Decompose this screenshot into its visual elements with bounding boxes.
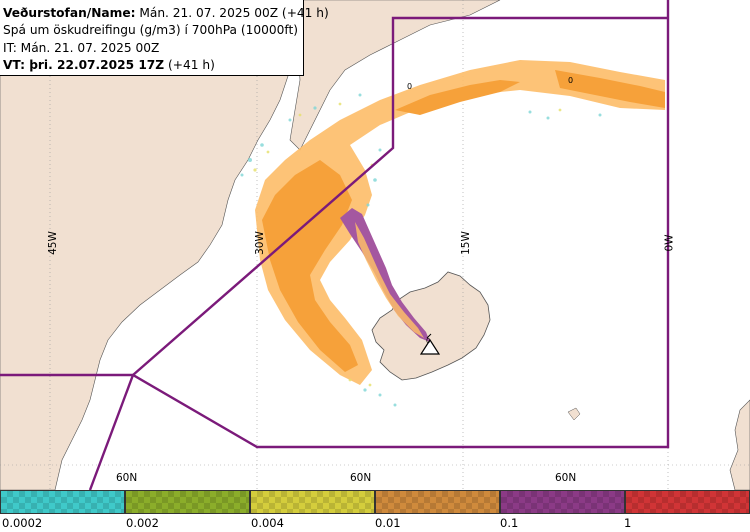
legend-tick-label: 0.1 [500,516,519,530]
legend-tick-label: 0.01 [375,516,401,530]
longitude-label-45w: 45W [46,231,59,255]
contour-label: 0 [426,337,431,345]
legend-swatch [125,490,250,514]
header-issue-time: Mán. 21. 07. 2025 00Z (+41 h) [139,6,329,20]
longitude-label-15w: 15W [459,231,472,255]
latitude-label-60n-east: 60N [555,472,577,484]
ash-plume-mid [262,70,665,372]
ash-fringe-yellow [253,102,562,387]
legend-color-bar [0,490,750,516]
header-line-1: Veðurstofan/Name: Mán. 21. 07. 2025 00Z … [3,5,329,22]
legend-tick-label: 0.002 [126,516,159,530]
header-line-4: VT: þri. 22.07.2025 17Z (+41 h) [3,57,303,74]
legend-tick-label: 0.004 [251,516,284,530]
volcano-triangle-icon [419,333,441,355]
header-valid-time: VT: þri. 22.07.2025 17Z [3,57,165,72]
map-canvas [0,0,750,490]
header-initial-time: IT: Mán. 21. 07. 2025 00Z [3,40,160,55]
greenland-landmass [0,0,321,490]
header-lead-time: (+41 h) [168,57,215,72]
longitude-label-30w: 30W [253,231,266,255]
legend-tick-label: 1 [624,516,632,530]
header-issuer-label: Veðurstofan/Name: [3,6,136,20]
legend-swatch [500,490,625,514]
longitude-label-0w: 0W [663,234,676,252]
contour-label: 0 [407,82,413,91]
ash-fringe-speckles [240,93,602,407]
legend-swatch [375,490,500,514]
legend-swatch [625,490,750,514]
faroe-islands [567,407,581,421]
legend-tick-label: 0.0002 [2,516,43,530]
norway-coast [729,399,750,490]
forecast-info-box: Veðurstofan/Name: Mán. 21. 07. 2025 00Z … [0,0,329,76]
greenland-north-coast [289,0,501,151]
legend-swatch [250,490,375,514]
contour-label: 0 [568,76,574,85]
latitude-label-60n-center: 60N [350,472,372,484]
header-product-title: Spá um öskudreifingu (g/m3) í 700hPa (10… [3,23,298,38]
concentration-legend: 0.0002 0.002 0.004 0.01 0.1 1 [0,490,750,532]
fir-boundary [0,0,670,490]
iceland-landmass [371,271,491,381]
latitude-label-60n-west: 60N [116,472,138,484]
legend-swatch [0,490,125,514]
